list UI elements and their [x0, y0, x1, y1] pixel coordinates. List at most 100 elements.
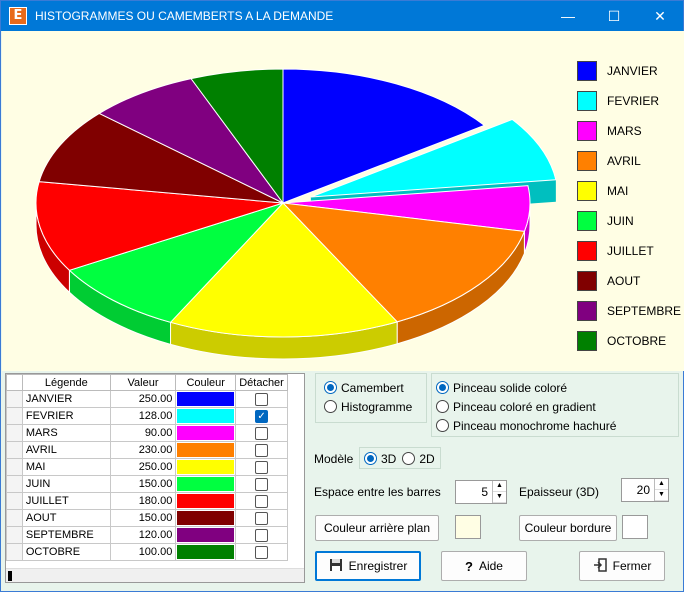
spin-down-icon[interactable]: ▼ [655, 490, 668, 501]
detach-checkbox[interactable] [255, 392, 269, 406]
scroll-thumb[interactable] [8, 571, 12, 581]
cell-color[interactable] [175, 390, 237, 408]
cell-detach[interactable] [235, 509, 288, 527]
data-grid[interactable]: Légende Valeur Couleur Détacher JANVIER 2… [5, 373, 305, 583]
cell-color[interactable] [175, 424, 237, 442]
radio-2d[interactable]: 2D [402, 449, 435, 468]
border-color-button[interactable]: Couleur bordure [519, 515, 617, 541]
cell-legend[interactable]: MAI [21, 458, 111, 476]
cell-legend[interactable]: AVRIL [21, 441, 111, 459]
row-indicator[interactable] [6, 441, 23, 459]
save-button[interactable]: Enregistrer [315, 551, 421, 581]
border-color-swatch[interactable] [622, 515, 648, 539]
cell-detach[interactable] [235, 543, 288, 561]
table-row[interactable]: SEPTEMBRE 120.00 [6, 526, 288, 544]
cell-color[interactable] [175, 509, 237, 527]
bg-color-swatch[interactable] [455, 515, 481, 539]
pie-slice-fevrier[interactable] [310, 118, 557, 198]
cell-value[interactable]: 150.00 [109, 475, 177, 493]
spin-buttons[interactable]: ▲ ▼ [654, 479, 668, 501]
pie-slice-avril[interactable] [281, 202, 526, 323]
radio-brush-hatched[interactable]: Pinceau monochrome hachuré [436, 416, 674, 435]
cell-legend[interactable]: OCTOBRE [21, 543, 111, 561]
horizontal-scrollbar[interactable] [6, 568, 304, 582]
cell-value[interactable]: 100.00 [109, 543, 177, 561]
bg-color-button[interactable]: Couleur arrière plan [315, 515, 439, 541]
row-indicator[interactable] [6, 458, 23, 476]
detach-checkbox[interactable] [255, 528, 269, 542]
table-row[interactable]: MARS 90.00 [6, 424, 288, 442]
radio-3d[interactable]: 3D [364, 449, 396, 468]
table-row[interactable]: MAI 250.00 [6, 458, 288, 476]
table-row[interactable]: AOUT 150.00 [6, 509, 288, 527]
detach-checkbox[interactable] [255, 511, 269, 525]
row-indicator[interactable] [6, 424, 23, 442]
cell-legend[interactable]: JUIN [21, 475, 111, 493]
thickness-stepper[interactable]: 20 ▲ ▼ [621, 478, 669, 502]
cell-color[interactable] [175, 492, 237, 510]
spin-up-icon[interactable]: ▲ [655, 479, 668, 490]
pie-slice-juin[interactable] [68, 201, 285, 323]
table-row[interactable]: JUIN 150.00 [6, 475, 288, 493]
table-row[interactable]: OCTOBRE 100.00 [6, 543, 288, 561]
cell-color[interactable] [175, 407, 237, 425]
cell-detach[interactable] [235, 390, 288, 408]
pie-slice-septembre[interactable] [98, 78, 284, 204]
close-window-button[interactable]: ✕ [654, 7, 666, 24]
cell-value[interactable]: 250.00 [109, 390, 177, 408]
pie-slice-aout[interactable] [38, 112, 284, 204]
cell-detach[interactable] [235, 441, 288, 459]
thickness-value[interactable]: 20 [636, 483, 650, 497]
radio-brush-solid[interactable]: Pinceau solide coloré [436, 378, 674, 397]
help-button[interactable]: ? Aide [441, 551, 527, 581]
row-indicator[interactable] [6, 492, 23, 510]
cell-value[interactable]: 120.00 [109, 526, 177, 544]
row-indicator[interactable] [6, 543, 23, 561]
cell-value[interactable]: 128.00 [109, 407, 177, 425]
table-row[interactable]: FEVRIER 128.00 ✓ [6, 407, 288, 425]
cell-value[interactable]: 250.00 [109, 458, 177, 476]
detach-checkbox[interactable] [255, 426, 269, 440]
pie-slice-mai[interactable] [169, 202, 399, 338]
maximize-button[interactable]: ☐ [607, 7, 621, 24]
row-indicator[interactable] [6, 407, 23, 425]
row-indicator[interactable] [6, 509, 23, 527]
cell-legend[interactable]: JANVIER [21, 390, 111, 408]
cell-detach[interactable] [235, 475, 288, 493]
radio-camembert[interactable]: Camembert [324, 378, 418, 397]
header-legende[interactable]: Légende [21, 374, 111, 391]
header-valeur[interactable]: Valeur [109, 374, 177, 391]
row-indicator[interactable] [6, 526, 23, 544]
cell-legend[interactable]: AOUT [21, 509, 111, 527]
detach-checkbox[interactable]: ✓ [255, 409, 269, 423]
spin-up-icon[interactable]: ▲ [493, 481, 506, 492]
detach-checkbox[interactable] [255, 460, 269, 474]
header-detacher[interactable]: Détacher [235, 374, 288, 391]
cell-color[interactable] [175, 475, 237, 493]
pie-slice-janvier[interactable] [282, 68, 486, 204]
table-row[interactable]: JUILLET 180.00 [6, 492, 288, 510]
cell-value[interactable]: 150.00 [109, 509, 177, 527]
cell-color[interactable] [175, 458, 237, 476]
cell-legend[interactable]: MARS [21, 424, 111, 442]
minimize-button[interactable]: — [561, 8, 575, 24]
row-indicator[interactable] [6, 390, 23, 408]
table-row[interactable]: AVRIL 230.00 [6, 441, 288, 459]
cell-color[interactable] [175, 526, 237, 544]
spacing-value[interactable]: 5 [481, 485, 488, 499]
pie-slice-octobre[interactable] [190, 68, 284, 205]
cell-color[interactable] [175, 543, 237, 561]
pie-slice-juillet[interactable] [35, 181, 284, 271]
table-row[interactable]: JANVIER 250.00 [6, 390, 288, 408]
cell-detach[interactable] [235, 424, 288, 442]
cell-detach[interactable]: ✓ [235, 407, 288, 425]
cell-legend[interactable]: FEVRIER [21, 407, 111, 425]
detach-checkbox[interactable] [255, 443, 269, 457]
cell-legend[interactable]: JUILLET [21, 492, 111, 510]
cell-detach[interactable] [235, 458, 288, 476]
detach-checkbox[interactable] [255, 477, 269, 491]
close-button[interactable]: Fermer [579, 551, 665, 581]
header-couleur[interactable]: Couleur [175, 374, 237, 391]
detach-checkbox[interactable] [255, 545, 269, 559]
radio-histogramme[interactable]: Histogramme [324, 397, 418, 416]
